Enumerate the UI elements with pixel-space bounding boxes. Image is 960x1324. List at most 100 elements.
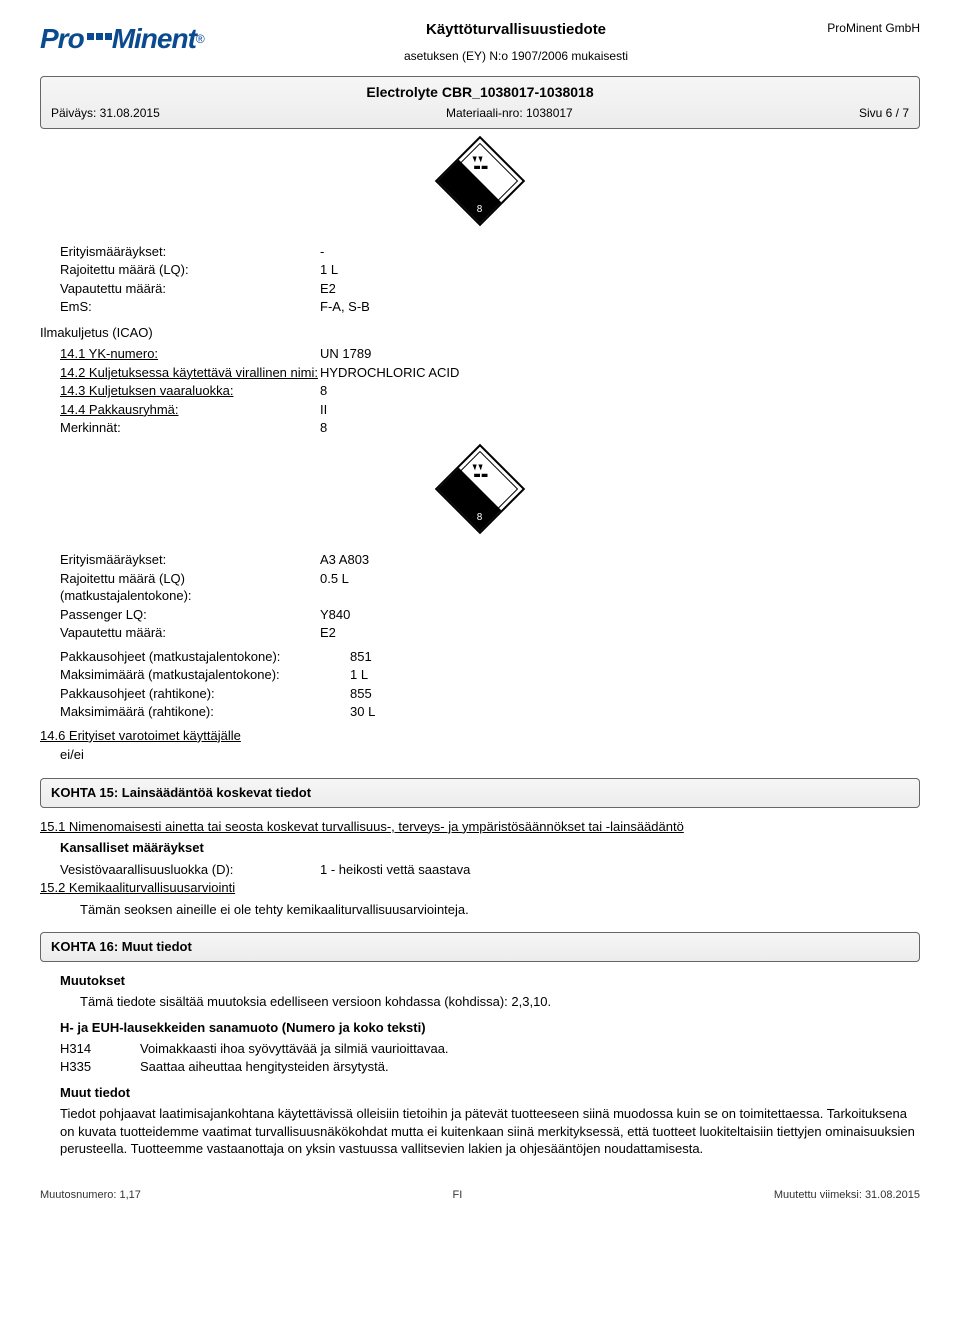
kv-value: 1 L — [320, 261, 920, 279]
kv-row: Pakkausohjeet (rahtikone):855 — [60, 685, 920, 703]
footer-mid: FI — [452, 1188, 462, 1203]
kv-row: 14.3 Kuljetuksen vaaraluokka:8 — [60, 382, 920, 400]
national-rules-title: Kansalliset määräykset — [60, 839, 920, 857]
kv-value: Y840 — [320, 606, 920, 624]
header-center: Käyttöturvallisuustiedote asetuksen (EY)… — [205, 20, 828, 70]
kv-row: Passenger LQ:Y840 — [60, 606, 920, 624]
icao-extra-right: Pakkausohjeet (matkustajalentokone):851M… — [60, 648, 920, 721]
hcode-row: H335Saattaa aiheuttaa hengitysteiden ärs… — [60, 1058, 920, 1076]
logo-minent: Minent — [112, 20, 196, 58]
kv-row: Vapautettu määrä:E2 — [60, 280, 920, 298]
water-hazard-row: Vesistövaarallisuusluokka (D): 1 - heiko… — [60, 861, 920, 879]
kv-value: A3 A803 — [320, 551, 920, 569]
section-14-6-value: ei/ei — [60, 746, 920, 764]
kv-row: Rajoitettu määrä (LQ) (matkustajalentoko… — [60, 570, 920, 605]
logo-registered: ® — [196, 31, 205, 47]
kv-row: Pakkausohjeet (matkustajalentokone):851 — [60, 648, 920, 666]
material-label: Materiaali-nro: 1038017 — [446, 105, 573, 121]
section14-top: Erityismääräykset:-Rajoitettu määrä (LQ)… — [60, 243, 920, 316]
kv-label: Vapautettu määrä: — [60, 624, 320, 642]
icao-rows: 14.1 YK-numero:UN 178914.2 Kuljetuksessa… — [60, 345, 920, 437]
section-15-1-title: 15.1 Nimenomaisesti ainetta tai seosta k… — [40, 818, 920, 836]
title-box: Electrolyte CBR_1038017-1038018 Päiväys:… — [40, 76, 920, 128]
kv-label: Maksimimäärä (rahtikone): — [60, 703, 350, 721]
section-16-bar: KOHTA 16: Muut tiedot — [40, 932, 920, 962]
kv-row: Merkinnät:8 — [60, 419, 920, 437]
corrosive-icon — [470, 462, 490, 482]
water-hazard-label: Vesistövaarallisuusluokka (D): — [60, 861, 320, 879]
kv-row: Maksimimäärä (rahtikone):30 L — [60, 703, 920, 721]
page-footer: Muutosnumero: 1,17 FI Muutettu viimeksi:… — [40, 1188, 920, 1203]
date-label: Päiväys: 31.08.2015 — [51, 105, 160, 121]
hcode-text: Voimakkaasti ihoa syövyttävää ja silmiä … — [140, 1040, 449, 1058]
changes-title: Muutokset — [60, 972, 920, 990]
kv-label: Vapautettu määrä: — [60, 280, 320, 298]
kv-label: Merkinnät: — [60, 419, 320, 437]
hcode-text: Saattaa aiheuttaa hengitysteiden ärsytys… — [140, 1058, 389, 1076]
hazard-diamond-icon: 8 — [435, 135, 526, 226]
logo-pro: Pro — [40, 20, 84, 58]
kv-label: Pakkausohjeet (rahtikone): — [60, 685, 350, 703]
kv-label: Erityismääräykset: — [60, 551, 320, 569]
logo-squares-icon — [87, 33, 112, 40]
kv-row: Erityismääräykset:A3 A803 — [60, 551, 920, 569]
page-label: Sivu 6 / 7 — [859, 105, 909, 121]
kv-label: Rajoitettu määrä (LQ) (matkustajalentoko… — [60, 570, 320, 605]
kv-rows-top: Erityismääräykset:-Rajoitettu määrä (LQ)… — [60, 243, 920, 316]
kv-value: E2 — [320, 280, 920, 298]
kv-label: 14.4 Pakkausryhmä: — [60, 401, 320, 419]
kv-label: 14.3 Kuljetuksen vaaraluokka: — [60, 382, 320, 400]
kv-row: Erityismääräykset:- — [60, 243, 920, 261]
kv-row: Vapautettu määrä:E2 — [60, 624, 920, 642]
kv-row: 14.2 Kuljetuksessa käytettävä virallinen… — [60, 364, 920, 382]
water-hazard-value: 1 - heikosti vettä saastava — [320, 861, 920, 879]
footer-left: Muutosnumero: 1,17 — [40, 1188, 141, 1203]
kv-value: HYDROCHLORIC ACID — [320, 364, 920, 382]
hazard-class-number: 8 — [473, 202, 487, 216]
kv-row: EmS:F-A, S-B — [60, 298, 920, 316]
kv-label: 14.2 Kuljetuksessa käytettävä virallinen… — [60, 364, 320, 382]
hazard-diamond-container-1: 8 — [40, 149, 920, 213]
kv-label: Maksimimäärä (matkustajalentokone): — [60, 666, 350, 684]
kv-value: 1 L — [350, 666, 920, 684]
icao-extra-left: Erityismääräykset:A3 A803Rajoitettu määr… — [60, 551, 920, 642]
hcodes-list: H314Voimakkaasti ihoa syövyttävää ja sil… — [40, 1040, 920, 1075]
hcode-row: H314Voimakkaasti ihoa syövyttävää ja sil… — [60, 1040, 920, 1058]
changes-text: Tämä tiedote sisältää muutoksia edellise… — [80, 993, 920, 1011]
kv-row: Rajoitettu määrä (LQ):1 L — [60, 261, 920, 279]
hcode-code: H314 — [60, 1040, 140, 1058]
kv-value: 855 — [350, 685, 920, 703]
kv-row: Maksimimäärä (matkustajalentokone):1 L — [60, 666, 920, 684]
kv-label: EmS: — [60, 298, 320, 316]
kv-label: Rajoitettu määrä (LQ): — [60, 261, 320, 279]
product-name: Electrolyte CBR_1038017-1038018 — [51, 83, 909, 102]
kv-value: F-A, S-B — [320, 298, 920, 316]
kv-value: 8 — [320, 419, 920, 437]
section-14-6-title: 14.6 Erityiset varotoimet käyttäjälle — [40, 727, 920, 745]
kv-value: II — [320, 401, 920, 419]
kv-label: Passenger LQ: — [60, 606, 320, 624]
company-name: ProMinent GmbH — [827, 20, 920, 36]
kv-row: 14.4 Pakkausryhmä:II — [60, 401, 920, 419]
logo: Pro Minent ® — [40, 20, 205, 58]
kv-label: Pakkausohjeet (matkustajalentokone): — [60, 648, 350, 666]
page-header: Pro Minent ® Käyttöturvallisuustiedote a… — [40, 20, 920, 70]
hcode-code: H335 — [60, 1058, 140, 1076]
kv-value: 851 — [350, 648, 920, 666]
other-info-text: Tiedot pohjaavat laatimisajankohtana käy… — [60, 1105, 920, 1158]
kv-value: 30 L — [350, 703, 920, 721]
section-15-bar: KOHTA 15: Lainsäädäntöä koskevat tiedot — [40, 778, 920, 808]
kv-value: 0.5 L — [320, 570, 920, 605]
section-15-2-title: 15.2 Kemikaaliturvallisuusarviointi — [40, 879, 920, 897]
kv-value: - — [320, 243, 920, 261]
other-info-title: Muut tiedot — [60, 1084, 920, 1102]
hazard-class-number: 8 — [473, 511, 487, 525]
icao-title: Ilmakuljetus (ICAO) — [40, 324, 920, 342]
h-lines-title: H- ja EUH-lausekkeiden sanamuoto (Numero… — [60, 1019, 920, 1037]
kv-label: Erityismääräykset: — [60, 243, 320, 261]
kv-value: 8 — [320, 382, 920, 400]
footer-right: Muutettu viimeksi: 31.08.2015 — [774, 1188, 920, 1203]
hazard-diamond-container-2: 8 — [40, 457, 920, 521]
hazard-diamond-icon: 8 — [435, 444, 526, 535]
kv-label: 14.1 YK-numero: — [60, 345, 320, 363]
